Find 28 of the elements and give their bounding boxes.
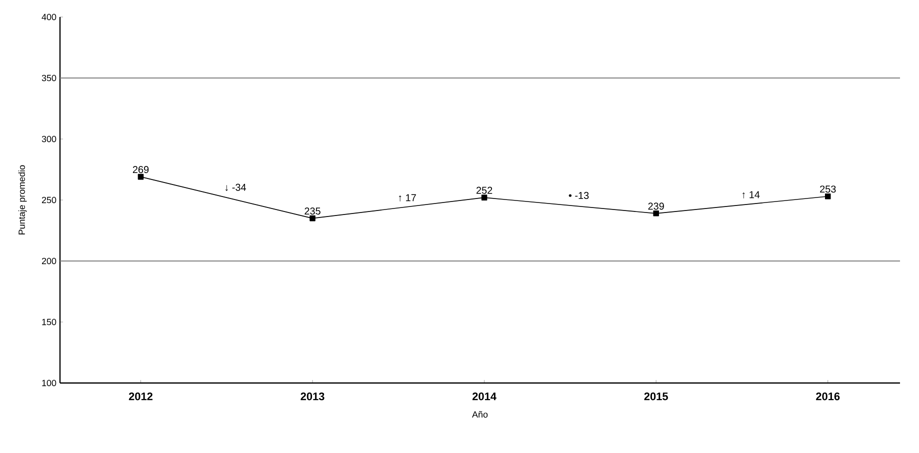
annotation: ↑ 14 bbox=[742, 191, 760, 198]
x-tick-label: 2013 bbox=[300, 392, 324, 400]
point bbox=[481, 194, 488, 200]
data-label: 252 bbox=[476, 186, 492, 194]
y-tick-label: 350 bbox=[42, 74, 56, 82]
y-axis-title: Puntaje promedio bbox=[18, 165, 27, 234]
y-tick-label: 200 bbox=[42, 258, 56, 264]
annotation: • -13 bbox=[568, 192, 589, 199]
point bbox=[824, 193, 831, 200]
y-tick-label: 400 bbox=[42, 14, 56, 20]
x-tick-label: 2012 bbox=[128, 392, 152, 400]
y-tick-label: 250 bbox=[42, 196, 56, 204]
y-tick-label: 300 bbox=[42, 136, 56, 142]
annotation: ↑ 17 bbox=[398, 194, 416, 202]
annotation: ↓ -34 bbox=[225, 184, 246, 192]
x-tick-label: 2016 bbox=[816, 392, 840, 400]
data-label: 235 bbox=[304, 208, 320, 215]
x-tick-label: 2014 bbox=[472, 392, 496, 400]
y-tick-label: 150 bbox=[42, 318, 56, 326]
point bbox=[310, 215, 316, 222]
point bbox=[653, 210, 659, 216]
data-label: 253 bbox=[820, 186, 836, 193]
data-label: 269 bbox=[132, 166, 149, 174]
x-axis-title: Año bbox=[472, 411, 488, 418]
y-tick-label: 100 bbox=[42, 380, 56, 386]
point bbox=[138, 174, 144, 180]
data-label: 239 bbox=[648, 202, 664, 210]
x-tick-label: 2015 bbox=[644, 392, 668, 400]
